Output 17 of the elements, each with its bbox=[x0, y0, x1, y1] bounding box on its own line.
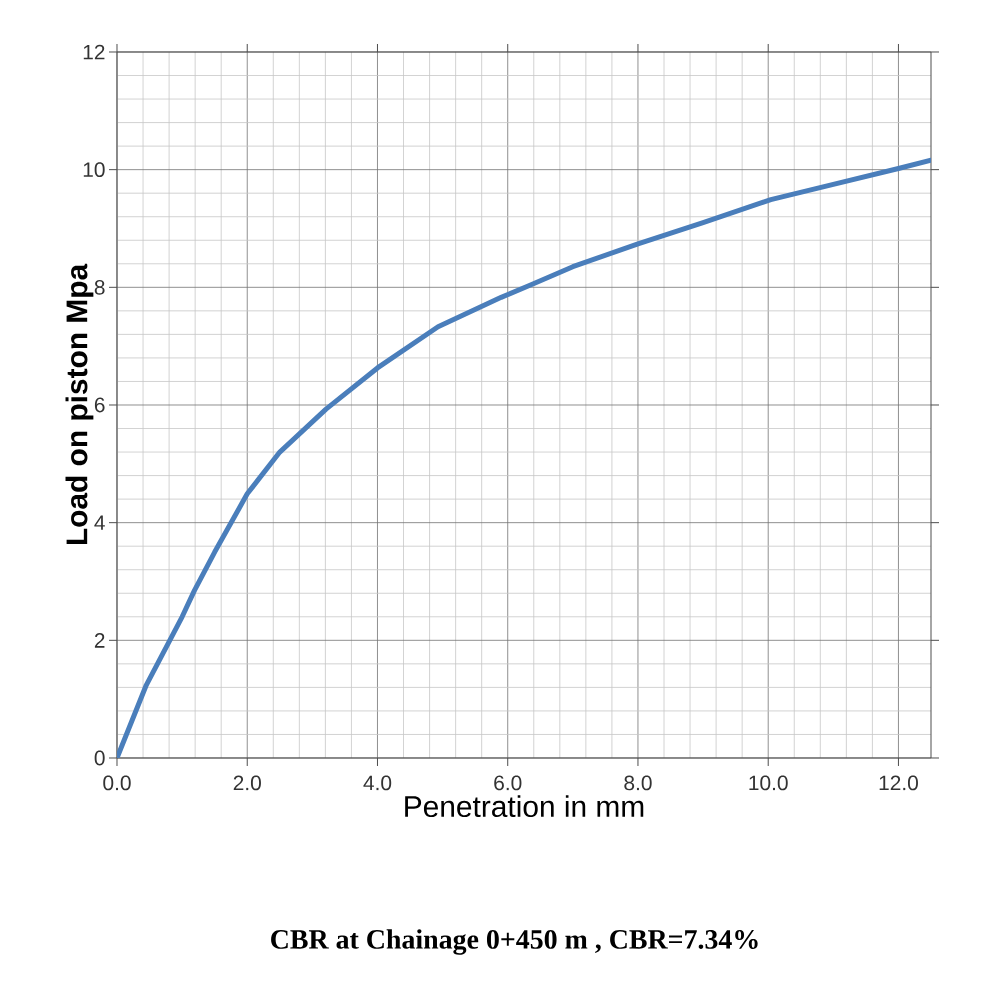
y-axis-title: Load on piston Mpa bbox=[65, 263, 94, 545]
text: CBR at Chainage 0+450 m , CBR=7.34% bbox=[271, 929, 758, 955]
y-tick-label: 0 bbox=[94, 750, 105, 766]
y-tick-label: 8 bbox=[94, 279, 105, 295]
x-axis-title: Penetration in mm bbox=[405, 795, 644, 818]
y-tick-label: 12 bbox=[83, 44, 105, 60]
y-tick-label: 10 bbox=[83, 162, 105, 178]
x-tick-label: 0.0 bbox=[103, 775, 131, 791]
y-tick-label: 2 bbox=[94, 633, 105, 648]
y-tick-label: 6 bbox=[94, 397, 105, 413]
x-tick-label: 10.0 bbox=[749, 775, 788, 791]
x-tick-label: 12.0 bbox=[879, 775, 918, 791]
x-tick-label: 6.0 bbox=[494, 775, 522, 791]
x-tick-label: 8.0 bbox=[624, 775, 652, 791]
x-tick-label: 2.0 bbox=[233, 775, 261, 791]
y-tick-label: 4 bbox=[94, 515, 105, 530]
x-tick-label: 4.0 bbox=[363, 775, 392, 791]
